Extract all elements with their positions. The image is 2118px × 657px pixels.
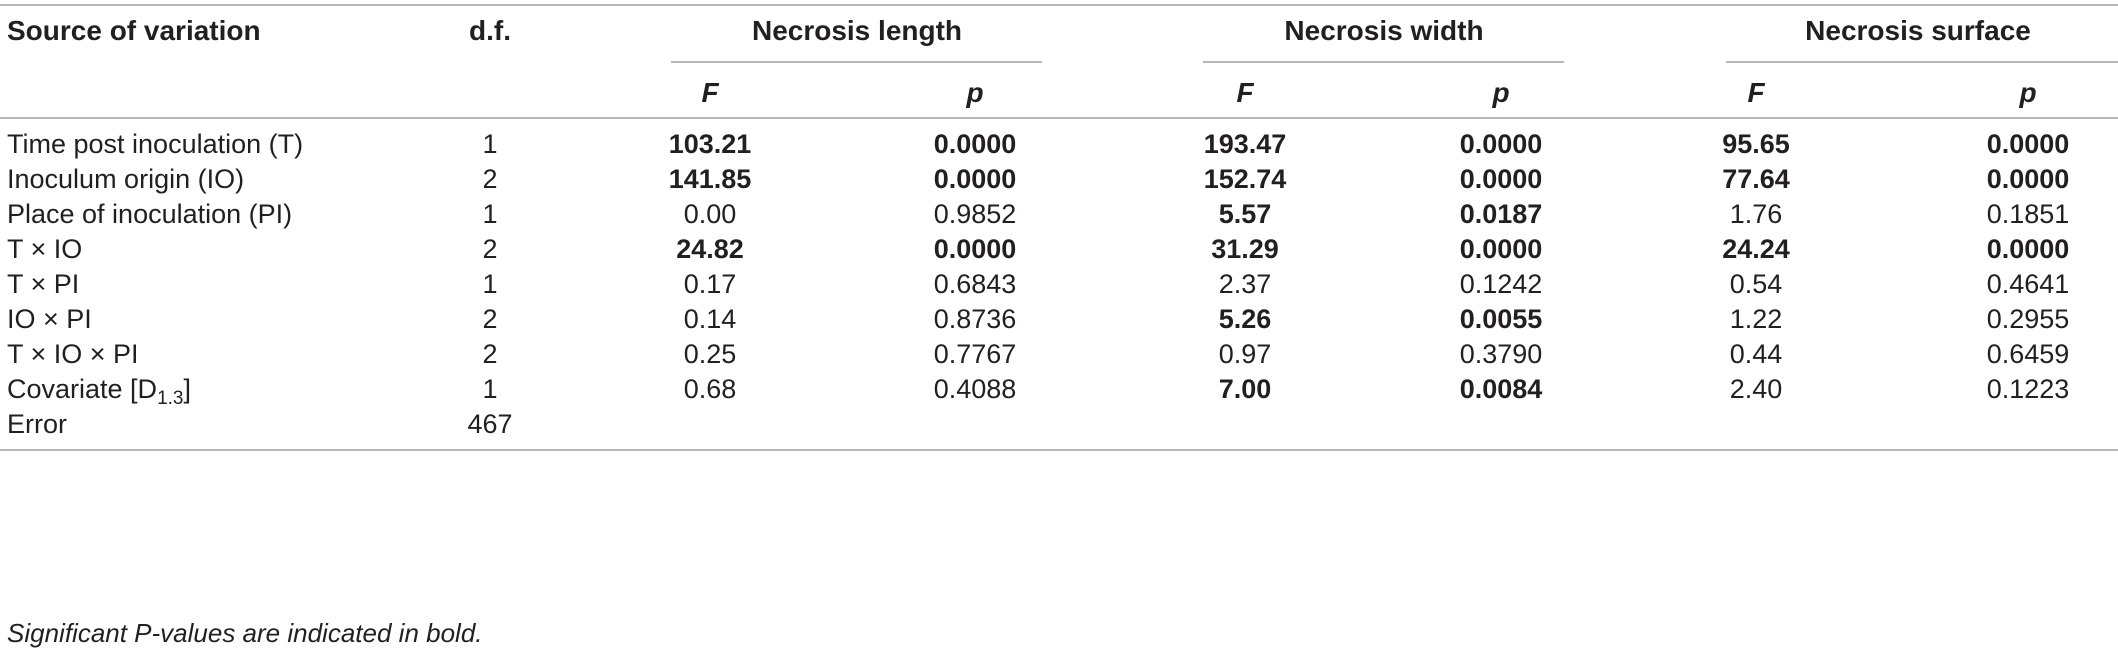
row-source-label: Error [7,411,67,438]
row-source-text: Time post inoculation (T) [7,129,304,159]
row-f-value: 1.76 [1729,199,1783,229]
row-f-value: 5.57 [1218,199,1272,229]
row-f-value: 31.29 [1211,234,1279,264]
row-p-value: 0.0000 [1986,234,2070,264]
row-f-value: 24.82 [676,234,744,264]
row-f-value: 2.37 [1218,269,1272,299]
row-df-value: 1 [482,374,498,404]
row-source-subscript: 1.3 [157,388,184,409]
row-source-label: IO × PI [7,306,92,333]
row-p-value: 0.0000 [1986,164,2070,194]
row-p-value: 0.0187 [1459,199,1543,229]
row-f-value: 0.44 [1729,339,1783,369]
row-p-value: 0.6459 [1986,339,2070,369]
row-p-value: 0.1242 [1459,269,1543,299]
row-f-value: 0.54 [1729,269,1783,299]
row-df-value: 1 [482,129,498,159]
row-f-value: 0.68 [683,374,737,404]
row-p-value: 0.2955 [1986,304,2070,334]
row-p-value: 0.6843 [933,269,1017,299]
header-f-width: F [1236,77,1254,108]
group-rule-width [1203,61,1564,63]
row-p-value: 0.3790 [1459,339,1543,369]
table-top-rule [0,4,2118,6]
row-f-value: 152.74 [1203,164,1287,194]
row-f-value: 103.21 [668,129,752,159]
row-p-value: 0.0000 [1459,164,1543,194]
row-p-value: 0.0000 [1986,129,2070,159]
header-p-width: p [1492,77,1510,108]
row-source-label: Time post inoculation (T) [7,131,303,158]
row-f-value: 141.85 [668,164,752,194]
row-p-value: 0.0000 [1459,234,1543,264]
row-f-value: 0.14 [683,304,737,334]
row-f-value: 193.47 [1203,129,1287,159]
row-p-value: 0.1223 [1986,374,2070,404]
row-df-value: 2 [482,234,498,264]
row-f-value: 5.26 [1218,304,1272,334]
row-source-text: IO × PI [7,304,92,334]
header-source: Source of variation [7,15,261,46]
table-footnote: Significant P-values are indicated in bo… [7,618,483,648]
row-f-value: 95.65 [1722,129,1790,159]
row-source-text: T × PI [7,269,80,299]
header-f-surface: F [1747,77,1765,108]
row-source-text: Covariate [D [7,374,158,404]
row-df-value: 2 [482,339,498,369]
row-p-value: 0.0000 [933,164,1017,194]
row-p-value: 0.0000 [933,129,1017,159]
row-f-value: 1.22 [1729,304,1783,334]
row-source-label: T × PI [7,271,79,298]
header-f-length: F [701,77,719,108]
header-df: d.f. [469,15,511,46]
row-source-label: Covariate [D1.3] [7,374,191,409]
header-p-length: p [966,77,984,108]
row-source-text: Inoculum origin (IO) [7,164,245,194]
row-p-value: 0.0084 [1459,374,1543,404]
row-df-value: 1 [482,269,498,299]
row-p-value: 0.0055 [1459,304,1543,334]
row-source-text: T × IO [7,234,83,264]
group-rule-surface [1726,61,2118,63]
header-necrosis-length: Necrosis length [751,15,963,46]
row-f-value: 24.24 [1722,234,1790,264]
row-source-label: Place of inoculation (PI) [7,201,292,228]
row-p-value: 0.0000 [933,234,1017,264]
header-necrosis-surface: Necrosis surface [1805,15,2031,46]
header-bottom-rule [0,117,2118,119]
row-source-text: T × IO × PI [7,339,139,369]
header-p-surface: p [2019,77,2037,108]
row-df-value: 2 [482,164,498,194]
row-source-label: T × IO × PI [7,341,139,368]
group-rule-length [671,61,1042,63]
row-df-value: 467 [467,409,513,439]
row-p-value: 0.7767 [933,339,1017,369]
row-p-value: 0.0000 [1459,129,1543,159]
row-p-value: 0.9852 [933,199,1017,229]
row-f-value: 0.00 [683,199,737,229]
row-f-value: 0.17 [683,269,737,299]
row-source-label: T × IO [7,236,82,263]
row-p-value: 0.8736 [933,304,1017,334]
row-f-value: 2.40 [1729,374,1783,404]
row-source-label: Inoculum origin (IO) [7,166,244,193]
header-necrosis-width: Necrosis width [1284,15,1484,46]
row-source-text: Error [7,409,67,439]
row-p-value: 0.4641 [1986,269,2070,299]
row-f-value: 0.25 [683,339,737,369]
row-df-value: 1 [482,199,498,229]
row-source-suffix: ] [183,374,191,404]
row-p-value: 0.4088 [933,374,1017,404]
row-p-value: 0.1851 [1986,199,2070,229]
row-f-value: 77.64 [1722,164,1790,194]
table-bottom-rule [0,449,2118,451]
row-source-text: Place of inoculation (PI) [7,199,293,229]
row-f-value: 0.97 [1218,339,1272,369]
row-f-value: 7.00 [1218,374,1272,404]
row-df-value: 2 [482,304,498,334]
